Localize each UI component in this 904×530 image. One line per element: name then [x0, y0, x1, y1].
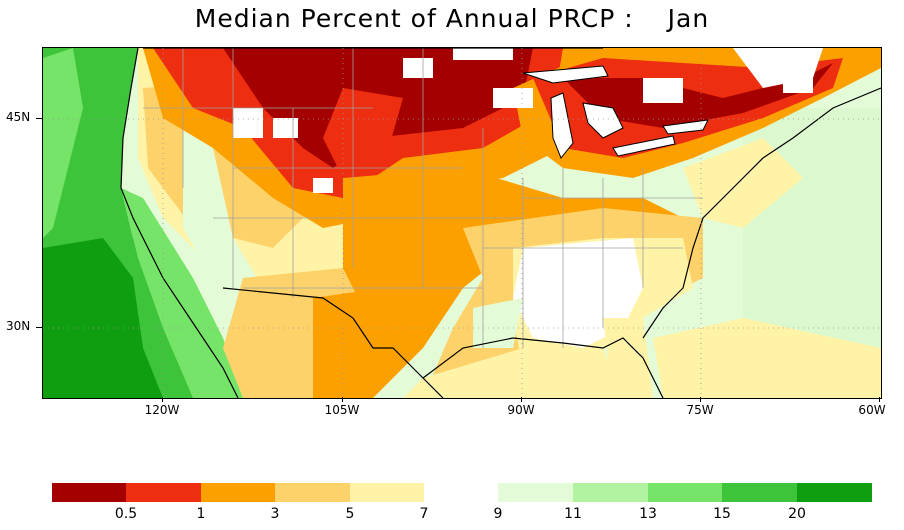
- legend-swatch-2: [126, 483, 201, 502]
- northeast-dark-red: [563, 63, 833, 128]
- lat-tick-30: [36, 327, 42, 328]
- gulf-pale-green: [473, 298, 523, 348]
- map-panel: [42, 47, 882, 399]
- lon-label-120: 120W: [144, 403, 180, 417]
- legend-label: 13: [639, 506, 657, 522]
- legend-label: 5: [345, 506, 355, 522]
- lon-tick-75: [700, 397, 701, 402]
- state-borders: [143, 48, 703, 348]
- legend-label: 11: [564, 506, 582, 522]
- great-basin-pale: [183, 128, 263, 298]
- lat-tick-45: [36, 118, 42, 119]
- lon-tick-105: [342, 397, 343, 402]
- lon-label-105: 105W: [324, 403, 360, 417]
- southeast-ocean-yellow: [653, 318, 881, 398]
- legend-label: 15: [713, 506, 731, 522]
- lon-tick-90: [521, 397, 522, 402]
- legend-label: 3: [270, 506, 280, 522]
- legend-swatch-5: [350, 483, 424, 502]
- dakota-red: [323, 88, 403, 178]
- legend-label: 1: [196, 506, 206, 522]
- legend-swatch-9: [722, 483, 797, 502]
- legend-label: 0.5: [114, 506, 138, 522]
- great-lakes: [522, 65, 709, 159]
- legend-label: 7: [419, 506, 429, 522]
- legend-swatch-1: [52, 483, 126, 502]
- legend-label: 9: [493, 506, 503, 522]
- map-title: Median Percent of Annual PRCP : Jan: [0, 4, 904, 33]
- no-data-patches: [233, 48, 813, 193]
- lat-label-30: 30N: [6, 319, 31, 333]
- lat-label-45: 45N: [6, 110, 31, 124]
- florida-yellow: [603, 318, 653, 398]
- title-text: Median Percent of Annual PRCP :: [194, 4, 634, 33]
- lon-label-90: 90W: [507, 403, 535, 417]
- coastal-green: [121, 188, 243, 398]
- legend-label: 20: [788, 506, 806, 522]
- pacific-dark-green: [43, 238, 163, 398]
- lon-label-75: 75W: [686, 403, 714, 417]
- gulf-pale-yellow: [403, 348, 623, 398]
- legend-swatch-4: [275, 483, 350, 502]
- precip-map: [43, 48, 881, 398]
- texas-orange: [313, 288, 403, 398]
- lon-label-60: 60W: [858, 403, 886, 417]
- coastlines: [120, 48, 881, 398]
- mid-atlantic-yellow: [683, 138, 803, 228]
- lon-tick-60: [879, 397, 880, 402]
- legend-swatch-10: [797, 483, 872, 502]
- title-month: Jan: [667, 4, 710, 33]
- legend-swatch-6: [498, 483, 573, 502]
- pacific-light-band: [43, 48, 83, 238]
- legend-swatch-7: [573, 483, 648, 502]
- legend-swatch-8: [648, 483, 722, 502]
- lon-tick-120: [162, 397, 163, 402]
- graticule: [43, 48, 881, 398]
- legend-swatch-3: [201, 483, 275, 502]
